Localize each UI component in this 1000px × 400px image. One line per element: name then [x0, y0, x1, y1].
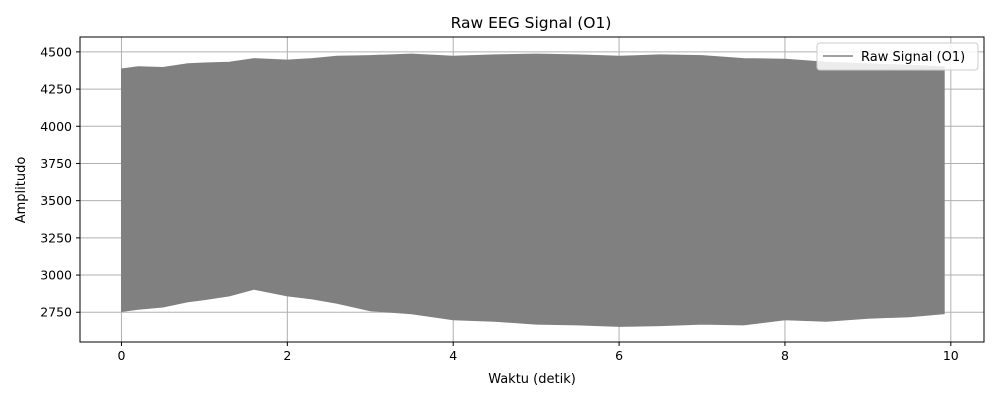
y-tick-label: 3000 — [40, 268, 72, 283]
y-tick-label: 3250 — [40, 230, 72, 245]
y-tick-label: 4250 — [40, 82, 72, 97]
legend: Raw Signal (O1) — [816, 42, 979, 71]
x-tick-label: 8 — [781, 348, 789, 363]
axis-ticks: 0 2 4 6 8 10 2750 3000 3250 3500 3750 4000 4250 4500 — [40, 44, 959, 363]
y-tick-label: 2750 — [40, 305, 72, 320]
series-layer — [121, 53, 945, 327]
y-tick-label: 3750 — [40, 156, 72, 171]
y-tick-label: 4500 — [40, 44, 72, 59]
y-tick-label: 3500 — [40, 193, 72, 208]
x-tick-label: 4 — [449, 348, 457, 363]
x-axis-label: Waktu (detik) — [488, 372, 576, 387]
x-tick-label: 6 — [615, 348, 623, 363]
legend-box — [816, 42, 979, 71]
series-raw-signal-envelope — [121, 53, 945, 327]
y-tick-label: 4000 — [40, 119, 72, 134]
legend-entry-raw-signal: Raw Signal (O1) — [861, 50, 965, 65]
x-tick-label: 2 — [283, 348, 291, 363]
plot-frame — [79, 36, 985, 343]
y-axis-label: Amplitudo — [14, 157, 29, 224]
chart-title: Raw EEG Signal (O1) — [451, 14, 612, 32]
x-tick-label: 10 — [943, 348, 959, 363]
x-tick-label: 0 — [117, 348, 125, 363]
